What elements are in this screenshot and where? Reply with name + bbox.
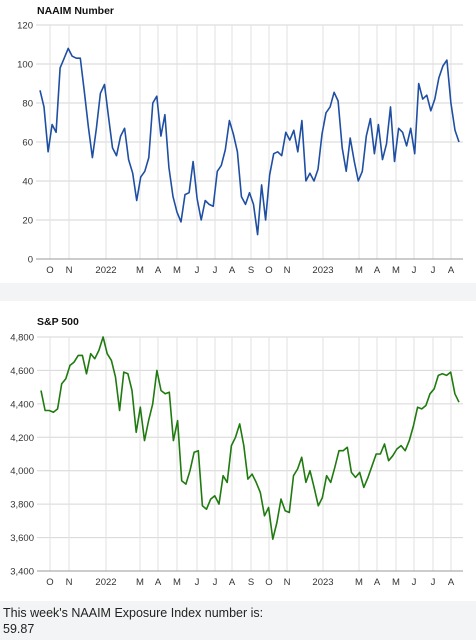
x-tick-label: O — [265, 265, 272, 276]
y-tick-label: 20 — [22, 216, 33, 227]
x-tick-label: M — [392, 265, 400, 276]
sp500-line-chart: S&P 500 3,400 3,600 3,800 4,000 4,200 4,400 4,6… — [10, 316, 463, 588]
x-tick-label: A — [448, 577, 455, 588]
x-tick-label: N — [66, 265, 73, 276]
x-tick-label: A — [155, 265, 162, 276]
x-tick-label: M — [392, 577, 400, 588]
y-tick-label: 3,800 — [10, 500, 34, 511]
y-tick-label: 3,600 — [10, 533, 34, 544]
chart-title: NAAIM Number — [37, 5, 114, 17]
y-tick-label: 4,800 — [10, 333, 34, 344]
panel-separator — [0, 283, 476, 301]
x-tick-label: J — [213, 577, 218, 588]
exposure-index-footer: This week's NAAIM Exposure Index number … — [0, 601, 476, 640]
x-tick-label: O — [265, 577, 272, 588]
x-tick-label: A — [374, 577, 381, 588]
x-tick-label: 2023 — [312, 577, 333, 588]
x-tick-label: M — [136, 577, 144, 588]
exposure-index-caption: This week's NAAIM Exposure Index number … — [3, 606, 264, 620]
x-tick-label: J — [431, 577, 436, 588]
x-tick-label: J — [195, 265, 200, 276]
sp500-chart-panel: S&P 500 3,400 3,600 3,800 4,000 4,200 4,400 4,6… — [0, 301, 476, 601]
y-tick-label: 4,400 — [10, 399, 34, 410]
x-tick-label: J — [431, 265, 436, 276]
x-tick-label: A — [448, 265, 455, 276]
y-tick-label: 4,000 — [10, 466, 34, 477]
x-tick-label: N — [66, 577, 73, 588]
x-tick-label: M — [173, 265, 181, 276]
x-tick-label: A — [374, 265, 381, 276]
exposure-index-value: 59.87 — [3, 622, 35, 636]
y-tick-label: 40 — [22, 177, 33, 188]
y-tick-label: 3,400 — [10, 567, 34, 578]
series-line — [39, 47, 460, 236]
x-tick-label: J — [213, 265, 218, 276]
x-tick-label: J — [412, 577, 417, 588]
series-line — [40, 336, 460, 540]
x-tick-label: 2023 — [312, 265, 333, 276]
x-tick-label: N — [284, 265, 291, 276]
x-tick-label: A — [155, 577, 162, 588]
x-tick-label: A — [229, 577, 236, 588]
y-tick-label: 0 — [28, 255, 33, 266]
x-tick-label: M — [136, 265, 144, 276]
x-tick-label: O — [46, 265, 53, 276]
x-tick-label: 2022 — [95, 265, 116, 276]
y-tick-label: 120 — [17, 21, 33, 32]
x-tick-label: M — [355, 265, 363, 276]
x-tick-label: J — [195, 577, 200, 588]
x-tick-label: N — [284, 577, 291, 588]
y-tick-label: 100 — [17, 60, 33, 71]
y-tick-label: 4,200 — [10, 433, 34, 444]
y-tick-label: 60 — [22, 138, 33, 149]
x-tick-label: M — [355, 577, 363, 588]
x-tick-label: A — [229, 265, 236, 276]
x-tick-label: J — [412, 265, 417, 276]
x-tick-label: S — [248, 265, 254, 276]
naaim-chart-panel: NAAIM Number 0 20 40 60 80 100 120 O N 2022 M A M J J A S… — [0, 0, 476, 283]
x-tick-label: M — [173, 577, 181, 588]
x-tick-label: S — [248, 577, 254, 588]
x-tick-label: 2022 — [95, 577, 116, 588]
y-tick-label: 80 — [22, 99, 33, 110]
chart-title: S&P 500 — [37, 316, 79, 328]
x-tick-label: O — [46, 577, 53, 588]
y-tick-label: 4,600 — [10, 366, 34, 377]
